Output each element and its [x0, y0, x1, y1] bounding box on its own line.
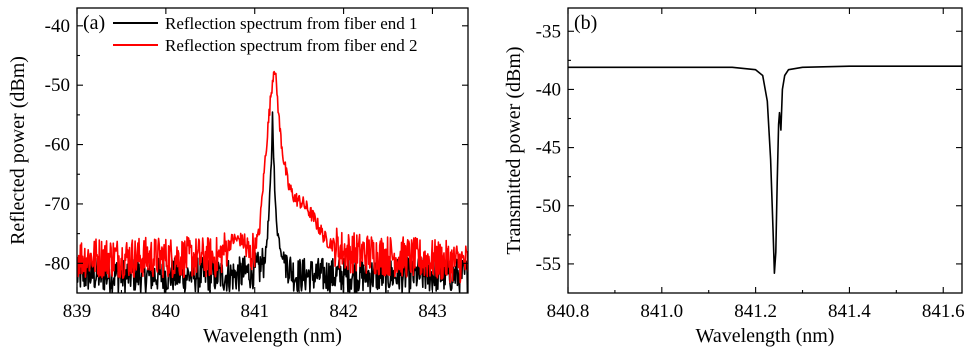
x-tick-label: 841.4 — [828, 301, 871, 322]
plot-frame — [567, 7, 963, 294]
y-tick-label: -50 — [45, 75, 70, 96]
x-tick-label: 841.2 — [734, 301, 777, 322]
y-tick-label: -45 — [536, 138, 561, 159]
panel-b-chart: 840.8 841.0 841.2 841.4 841.6 -55 -50 -45 -40 -35… — [503, 7, 965, 347]
y-axis-label: Reflected power (dBm) — [7, 56, 29, 245]
y-tick-label: -50 — [536, 196, 561, 217]
series-line-2 — [77, 70, 468, 284]
y-tick-label: -40 — [45, 16, 70, 37]
legend-label: Reflection spectrum from fiber end 1 — [165, 14, 418, 33]
x-axis-label: Wavelength (nm) — [203, 325, 342, 347]
y-tick-label: -55 — [536, 254, 561, 275]
y-tick-label: -80 — [45, 253, 70, 274]
panel-label: (b) — [574, 12, 597, 34]
y-axis-label: Transmitted power (dBm) — [503, 46, 525, 254]
series-line-1 — [568, 65, 962, 274]
plot-frame — [76, 7, 469, 294]
x-tick-label: 843 — [418, 301, 447, 322]
x-tick-label: 842 — [329, 301, 358, 322]
x-tick-label: 840 — [152, 301, 181, 322]
y-tick-label: -35 — [536, 21, 561, 42]
plot-area — [77, 70, 468, 293]
x-tick-label: 841.6 — [922, 301, 965, 322]
panel-a-chart: 839 840 841 842 843 -80 -70 -60 -50 -40 Wavelength… — [7, 7, 469, 347]
x-tick-label: 839 — [63, 301, 92, 322]
y-tick-label: -70 — [45, 194, 70, 215]
y-tick-label: -60 — [45, 135, 70, 156]
x-tick-label: 840.8 — [547, 301, 590, 322]
x-axis-label: Wavelength (nm) — [696, 325, 835, 347]
x-tick-label: 841.0 — [640, 301, 683, 322]
y-tick-label: -40 — [536, 79, 561, 100]
x-tick-label: 841 — [240, 301, 269, 322]
panel-label: (a) — [83, 12, 105, 34]
legend-label: Reflection spectrum from fiber end 2 — [165, 36, 418, 55]
plot-area — [568, 65, 962, 274]
